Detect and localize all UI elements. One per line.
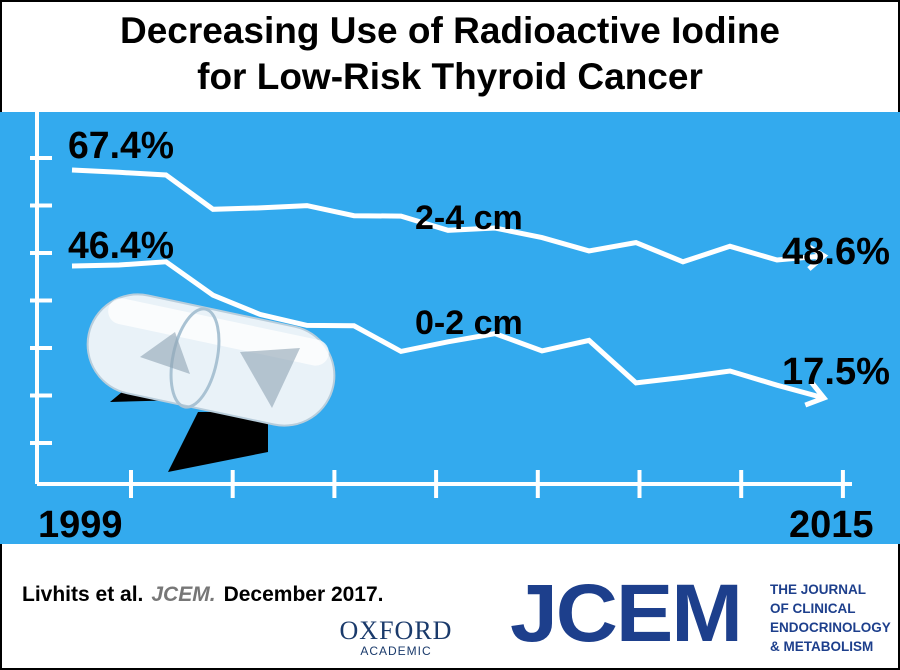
series-name-0-2: 0-2 cm <box>415 304 523 342</box>
axes <box>30 112 852 498</box>
jcem-line-3: ENDOCRINOLOGY <box>770 620 891 635</box>
oxford-sub: ACADEMIC <box>360 644 432 658</box>
series-line-0-2cm <box>71 259 825 401</box>
series-arrowhead <box>805 243 829 271</box>
label-2-4-start: 67.4% <box>68 125 174 167</box>
series-name-2-4: 2-4 cm <box>415 199 523 237</box>
label-0-2-start: 46.4% <box>68 225 174 267</box>
jcem-logo: JCEM <box>510 568 743 659</box>
pill-illustration <box>86 293 336 472</box>
citation-date: December 2017. <box>223 583 384 606</box>
chart-labels: 67.4% 46.4% 2-4 cm 0-2 cm 48.6% 17.5% 19… <box>38 125 890 544</box>
jcem-line-4: & METABOLISM <box>770 639 874 654</box>
title-line-1: Decreasing Use of Radioactive Iodine <box>119 10 781 51</box>
citation-authors: Livhits et al. <box>22 583 144 606</box>
pill-inner-shape <box>140 332 190 374</box>
oxford-name: OXFORD <box>339 616 453 645</box>
jcem-line-2: OF CLINICAL <box>770 601 856 616</box>
chart-title: Decreasing Use of Radioactive Iodine for… <box>0 8 900 100</box>
series-lines <box>71 167 829 408</box>
citation-journal: JCEM. <box>151 583 216 606</box>
label-0-2-end: 17.5% <box>782 351 890 393</box>
x-label-end: 2015 <box>789 504 874 544</box>
x-label-start: 1999 <box>38 504 123 544</box>
series-arrowhead <box>804 380 829 408</box>
pill-shadow-bottom <box>168 412 268 472</box>
citation: Livhits et al. JCEM. December 2017. <box>22 583 384 607</box>
pill-inner-shape-2 <box>240 348 300 408</box>
jcem-line-1: THE JOURNAL <box>770 582 867 597</box>
title-line-2: for Low-Risk Thyroid Cancer <box>197 56 703 97</box>
label-2-4-end: 48.6% <box>782 231 890 273</box>
jcem-full-name: THE JOURNAL OF CLINICAL ENDOCRINOLOGY & … <box>770 580 891 656</box>
chart-panel: 67.4% 46.4% 2-4 cm 0-2 cm 48.6% 17.5% 19… <box>0 112 900 544</box>
series-line-2-4cm <box>71 167 825 265</box>
oxford-academic-logo: OXFORD ACADEMIC <box>326 616 466 659</box>
